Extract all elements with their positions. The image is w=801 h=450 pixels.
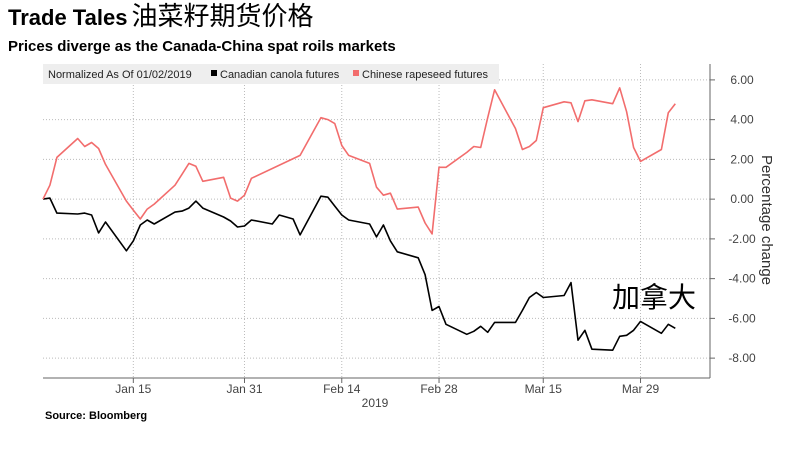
x-tick-label: Mar 15 [525,382,563,396]
series-line-chinese-rapeseed [42,87,676,235]
axes [43,64,711,379]
y-tick-label: 2.00 [730,152,754,166]
y-tick-labels: 6.00 4.00 2.00 0.00 -2.00 -4.00 -6.00 -8.00 [710,73,756,365]
legend-swatch-chinese [353,70,359,76]
y-tick-label: -6.00 [728,311,756,325]
x-tick-label: Mar 29 [622,382,660,396]
y-axis-label: Percentage change [758,155,775,285]
series-line-canadian-canola [42,195,676,352]
legend-swatch-canadian [211,70,217,76]
y-tick-label: 4.00 [730,113,754,127]
x-tick-label: Feb 28 [420,382,458,396]
x-tick-labels: Jan 15 Jan 31 Feb 14 Feb 28 Mar 15 Mar 29 [115,378,660,396]
legend: Normalized As Of 01/02/2019 Canadian can… [43,64,499,84]
y-tick-label: 6.00 [730,73,754,87]
legend-prefix: Normalized As Of 01/02/2019 [48,69,192,81]
chart-title: Trade Tales 油菜籽期货价格 [8,4,313,30]
source-note: Source: Bloomberg [45,410,148,422]
x-tick-label: Feb 14 [323,382,361,396]
legend-label-canadian: Canadian canola futures [220,69,340,81]
y-tick-label: 0.00 [730,192,754,206]
legend-box [43,64,499,84]
series-lines [42,87,676,352]
x-tick-label: Jan 31 [226,382,262,396]
y-tick-label: -4.00 [728,272,756,286]
x-axis-year-label: 2019 [362,396,389,410]
x-tick-label: Jan 15 [115,382,151,396]
gridlines [43,64,710,378]
chart-subtitle: Prices diverge as the Canada-China spat … [8,38,396,55]
chart-title-cn: 油菜籽期货价格 [131,2,314,32]
y-tick-label: -8.00 [728,351,756,365]
annotation-label: 加拿大 [612,281,696,314]
chart-title-en: Trade Tales [8,5,128,30]
y-tick-label: -2.00 [728,232,756,246]
legend-label-chinese: Chinese rapeseed futures [362,69,488,81]
